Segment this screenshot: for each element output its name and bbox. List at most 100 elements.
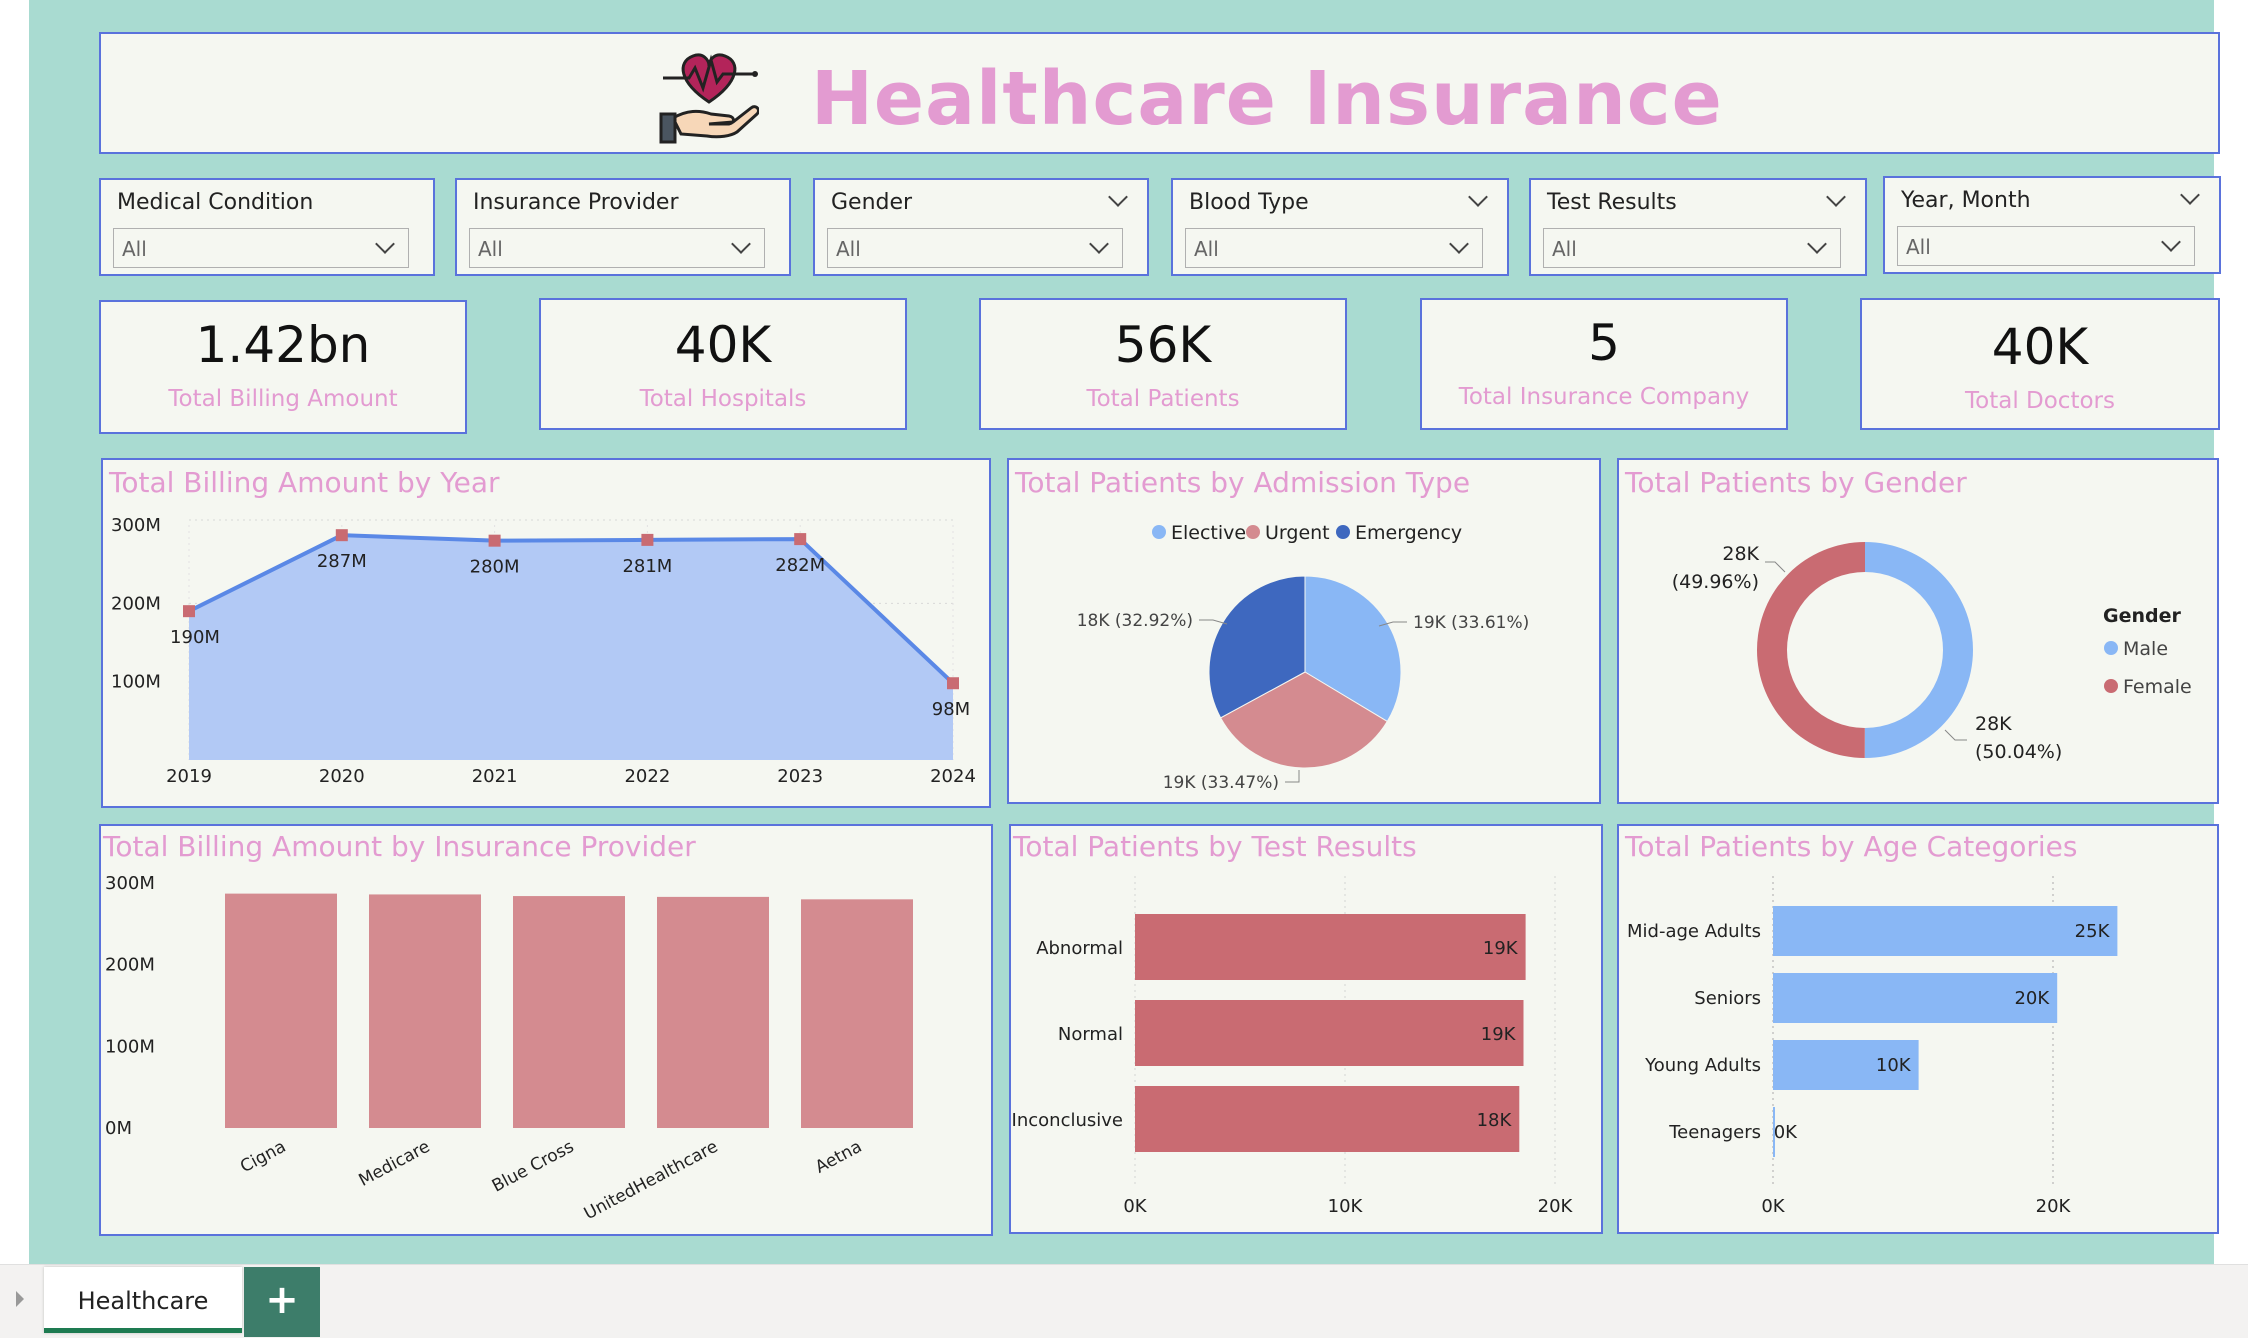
leader-line [1944, 729, 1967, 741]
slicer-dropdown[interactable]: All [1185, 228, 1483, 268]
bar [369, 894, 481, 1128]
slice-label: 28K [1975, 713, 2012, 735]
slicer-dropdown[interactable]: All [827, 228, 1123, 268]
kpi-total-doctors: 40K Total Doctors [1860, 298, 2220, 430]
chevron-down-icon[interactable] [1108, 187, 1128, 207]
area-fill [189, 535, 953, 760]
kpi-total-insurance-company: 5 Total Insurance Company [1420, 298, 1788, 430]
y-tick-label: 300M [111, 515, 161, 536]
heart-in-hand-icon [659, 53, 759, 144]
y-tick-label: Seniors [1694, 988, 1761, 1009]
chart-title: Total Billing Amount by Year [109, 466, 500, 499]
slicer-value: All [478, 237, 503, 261]
slicer-title: Blood Type [1189, 190, 1309, 215]
chevron-down-icon[interactable] [1468, 187, 1488, 207]
data-label: 190M [170, 627, 220, 648]
y-tick-label: Inconclusive [1012, 1110, 1123, 1131]
slicer-dropdown[interactable]: All [1543, 228, 1841, 268]
chevron-down-icon[interactable] [2180, 185, 2200, 205]
x-tick-label: 2020 [319, 766, 365, 787]
bar [1135, 1000, 1524, 1066]
slicer-test-results[interactable]: Test Results All [1529, 178, 1867, 276]
bar [657, 896, 769, 1128]
pie-slice [1219, 671, 1388, 769]
billing-by-provider-plot: 0M 100M 200M 300M Cigna Medicare Blue Cross Uni… [105, 873, 913, 1224]
kpi-value: 40K [1991, 318, 2089, 376]
data-label: 0K [1774, 1122, 1798, 1143]
slice-label: (49.96%) [1672, 571, 1759, 593]
slicer-dropdown[interactable]: All [1897, 226, 2195, 266]
x-tick-label: 0K [1123, 1196, 1147, 1217]
kpi-value: 56K [1114, 316, 1212, 374]
data-point [183, 605, 195, 618]
kpi-value: 40K [674, 316, 772, 374]
slicer-year-month[interactable]: Year, Month All [1883, 176, 2221, 274]
slicer-blood-type[interactable]: Blood Type All [1171, 178, 1509, 276]
kpi-label: Total Doctors [1965, 388, 2115, 414]
chevron-down-icon [1807, 234, 1827, 254]
slicer-value: All [1906, 235, 1931, 259]
kpi-value: 5 [1588, 314, 1620, 372]
legend-label: Emergency [1355, 522, 1462, 544]
legend-marker [2104, 679, 2118, 693]
slicer-dropdown[interactable]: All [469, 228, 765, 268]
chart-title: Total Patients by Admission Type [1015, 466, 1471, 499]
x-tick-label: Blue Cross [489, 1137, 578, 1197]
page-tab-bar: Healthcare + [0, 1264, 2248, 1338]
slice-label: (50.04%) [1975, 741, 2062, 763]
y-tick-label: Normal [1058, 1024, 1123, 1045]
legend-marker [1152, 525, 1166, 539]
chart-patients-by-test-results: Total Patients by Test Results 0K 10K 20K A… [1009, 824, 1603, 1234]
slicer-dropdown[interactable]: All [113, 228, 409, 268]
slicer-title: Year, Month [1901, 188, 2031, 213]
tab-label: Healthcare [77, 1287, 209, 1315]
scroll-left-icon[interactable] [16, 1291, 24, 1307]
data-label: 280M [470, 557, 520, 578]
kpi-label: Total Billing Amount [168, 386, 398, 412]
kpi-value: 1.42bn [195, 316, 371, 374]
data-point [641, 533, 654, 546]
chart-title: Total Billing Amount by Insurance Provid… [103, 830, 696, 863]
slicer-title: Insurance Provider [473, 190, 679, 215]
donut-slice [1864, 542, 1973, 758]
leader-line [1378, 621, 1407, 627]
series-line [188, 533, 955, 685]
donut-slice [1756, 542, 1865, 758]
chart-patients-by-gender: Total Patients by Gender 28K (50.04%) 28K (… [1617, 458, 2219, 804]
data-point [488, 534, 501, 547]
data-label: 287M [317, 551, 367, 572]
slicer-medical-condition[interactable]: Medical Condition All [99, 178, 435, 276]
data-label: 19K [1481, 1024, 1517, 1045]
chart-billing-by-provider: Total Billing Amount by Insurance Provid… [99, 824, 993, 1236]
kpi-label: Total Insurance Company [1458, 384, 1750, 410]
admission-type-plot: Elective Urgent Emergency 19K (33.61%) 19K (… [1077, 522, 1530, 793]
data-label: 98M [932, 699, 970, 720]
age-categories-plot: 0K 20K Mid-age Adults 25K Seniors 20K Young Ad… [1627, 876, 2118, 1217]
gender-plot: 28K (50.04%) 28K (49.96%) Gender Male Female [1672, 542, 2192, 763]
legend-marker [2104, 641, 2118, 655]
data-label: 281M [622, 556, 672, 577]
y-tick-label: 100M [105, 1036, 155, 1057]
data-label: 25K [2075, 921, 2111, 942]
slicer-title: Gender [831, 190, 913, 215]
chart-patients-by-age-categories: Total Patients by Age Categories 0K 20K Mi… [1617, 824, 2219, 1234]
tab-healthcare[interactable]: Healthcare [44, 1267, 242, 1333]
legend-title: Gender [2103, 605, 2181, 627]
slicer-value: All [836, 237, 861, 261]
y-tick-label: Young Adults [1644, 1055, 1761, 1076]
slice-label: 19K (33.61%) [1413, 613, 1529, 633]
legend-label: Urgent [1265, 522, 1330, 544]
add-page-button[interactable]: + [244, 1267, 320, 1337]
slicer-insurance-provider[interactable]: Insurance Provider All [455, 178, 791, 276]
legend-label: Elective [1171, 522, 1246, 544]
bar [1135, 914, 1526, 980]
x-tick-label: 20K [2036, 1196, 2072, 1217]
bar [801, 899, 913, 1128]
leader-line [1765, 561, 1786, 573]
slicer-value: All [1552, 237, 1577, 261]
chevron-down-icon[interactable] [1826, 187, 1846, 207]
legend-label: Male [2123, 638, 2168, 660]
slicer-gender[interactable]: Gender All [813, 178, 1149, 276]
kpi-total-billing-amount: 1.42bn Total Billing Amount [99, 300, 467, 434]
bar [1773, 906, 2118, 956]
